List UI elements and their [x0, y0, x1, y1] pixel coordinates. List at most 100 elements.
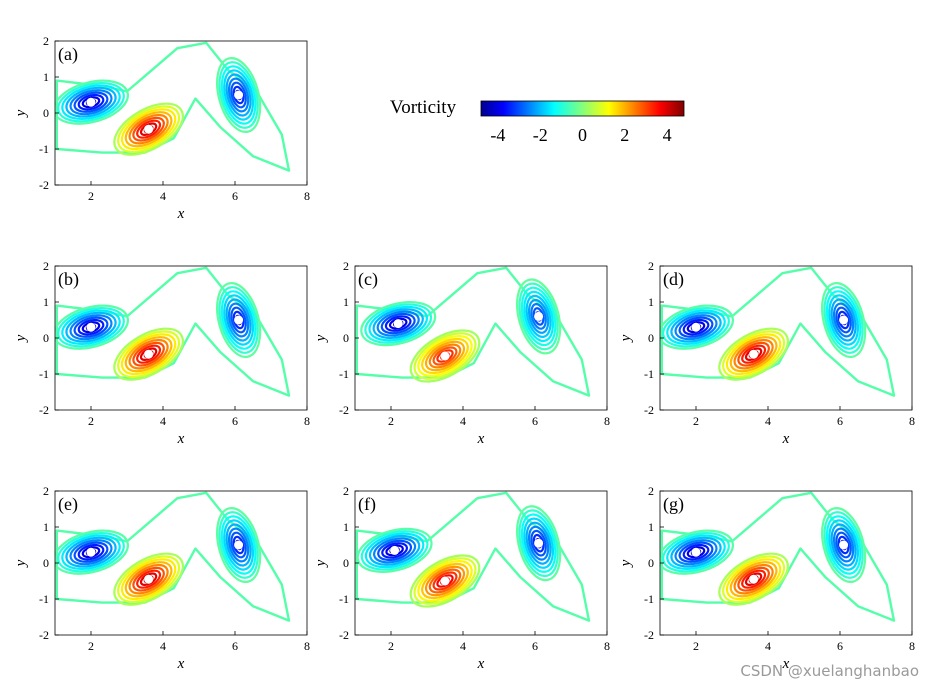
- contour-ring: [117, 105, 181, 153]
- contour-ring: [725, 333, 782, 376]
- panel-e: 2 4 6 8 2 1 0 -1 -2 x y (e): [13, 484, 310, 672]
- contour-ring: [828, 294, 860, 346]
- y-tick-label: -2: [644, 403, 654, 417]
- contour-ring: [113, 102, 184, 156]
- contour-ring: [518, 509, 559, 578]
- x-tick-label: 4: [765, 414, 771, 428]
- y-tick-label: -2: [39, 178, 49, 192]
- contour-ring: [113, 552, 184, 606]
- contour-ring: [69, 539, 113, 566]
- positive-vortex: [718, 327, 789, 381]
- contour-ring: [525, 294, 552, 338]
- contour-ring: [225, 73, 252, 117]
- contour-ring: [741, 344, 767, 364]
- contour-ring: [373, 537, 417, 564]
- contour-ring: [55, 304, 129, 350]
- x-tick-label: 2: [388, 414, 394, 428]
- vortex-core: [749, 574, 759, 584]
- contour-ring: [227, 77, 250, 113]
- panel-c: 2 4 6 8 2 1 0 -1 -2 x y (c): [313, 259, 610, 447]
- contour-ring: [55, 529, 129, 575]
- x-tick-label: 6: [532, 639, 538, 653]
- y-tick-label: -1: [644, 592, 654, 606]
- y-tick-label: 0: [43, 556, 49, 570]
- contour-layer: [55, 266, 291, 397]
- y-axis-label: y: [13, 559, 29, 568]
- negative-vortex: [55, 79, 129, 125]
- contour-ring: [682, 318, 710, 336]
- contour-ring: [128, 563, 169, 595]
- negative-vortex: [660, 304, 734, 350]
- x-tick-label: 8: [304, 639, 310, 653]
- y-tick-label: -2: [339, 628, 349, 642]
- contour-ring: [821, 507, 867, 583]
- y-tick-label: -2: [39, 403, 49, 417]
- x-tick-label: 6: [532, 414, 538, 428]
- contour-ring: [660, 529, 734, 575]
- x-tick-label: 4: [460, 639, 466, 653]
- y-tick-label: 1: [43, 70, 49, 84]
- negative-vortex: [360, 301, 437, 347]
- y-tick-label: 2: [43, 484, 49, 498]
- contour-ring: [57, 532, 125, 573]
- contour-ring: [523, 290, 555, 343]
- y-axis-label: y: [618, 559, 634, 568]
- y-tick-label: 2: [343, 259, 349, 273]
- contour-ring: [835, 531, 852, 559]
- negative-vortex: [516, 505, 562, 582]
- contour-ring: [230, 306, 247, 334]
- vortex-core: [839, 315, 849, 325]
- vortex-core: [440, 351, 450, 361]
- x-tick-label: 8: [909, 639, 915, 653]
- contour-ring: [718, 327, 789, 381]
- panel-label: (f): [358, 494, 376, 515]
- x-tick-label: 4: [160, 189, 166, 203]
- y-axis-label: y: [313, 559, 329, 568]
- vortex-core: [86, 547, 96, 557]
- y-tick-label: 1: [648, 520, 654, 534]
- positive-vortex: [113, 102, 184, 156]
- negative-vortex: [356, 527, 433, 573]
- contour-ring: [421, 562, 469, 600]
- contour-ring: [821, 282, 867, 358]
- y-tick-label: 1: [343, 520, 349, 534]
- contour-ring: [57, 307, 125, 348]
- contour-ring: [218, 511, 259, 579]
- negative-vortex: [216, 507, 262, 583]
- contour-ring: [828, 519, 860, 571]
- colorbar-ticks: -4 -2 0 2 4: [490, 125, 671, 145]
- positive-vortex: [409, 554, 481, 608]
- contour-ring: [113, 327, 184, 381]
- contour-ring: [136, 569, 162, 589]
- colorbar-bar: [480, 100, 685, 117]
- colorbar-tick-label: -2: [533, 125, 548, 145]
- contour-ring: [73, 91, 109, 113]
- colorbar-label: Vorticity: [390, 97, 457, 118]
- positive-vortex: [113, 552, 184, 606]
- panel-f: 2 4 6 8 2 1 0 -1 -2 x y (f): [313, 484, 610, 672]
- negative-vortex: [216, 57, 262, 133]
- x-tick-label: 2: [88, 639, 94, 653]
- contour-ring: [230, 531, 247, 559]
- contour-ring: [527, 298, 550, 334]
- contour-ring: [65, 311, 117, 343]
- contour-ring: [368, 534, 421, 566]
- contour-ring: [520, 286, 557, 347]
- contour-ring: [218, 61, 259, 129]
- y-axis-label: y: [618, 334, 634, 343]
- contour-ring: [832, 302, 855, 338]
- contour-ring: [73, 541, 109, 563]
- y-tick-label: -2: [39, 628, 49, 642]
- contour-ring: [384, 315, 412, 332]
- x-axis-label: x: [177, 656, 185, 672]
- contour-ring: [741, 569, 767, 589]
- contour-ring: [527, 525, 550, 561]
- contour-ring: [525, 521, 552, 565]
- y-tick-label: -2: [339, 403, 349, 417]
- contour-ring: [356, 527, 433, 573]
- negative-vortex: [516, 278, 562, 355]
- contour-ring: [823, 286, 864, 354]
- contour-layer: [660, 491, 896, 622]
- vortex-core: [144, 124, 154, 134]
- vortex-core: [390, 545, 400, 555]
